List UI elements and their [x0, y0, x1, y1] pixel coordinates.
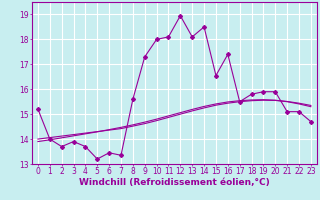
X-axis label: Windchill (Refroidissement éolien,°C): Windchill (Refroidissement éolien,°C) [79, 178, 270, 187]
